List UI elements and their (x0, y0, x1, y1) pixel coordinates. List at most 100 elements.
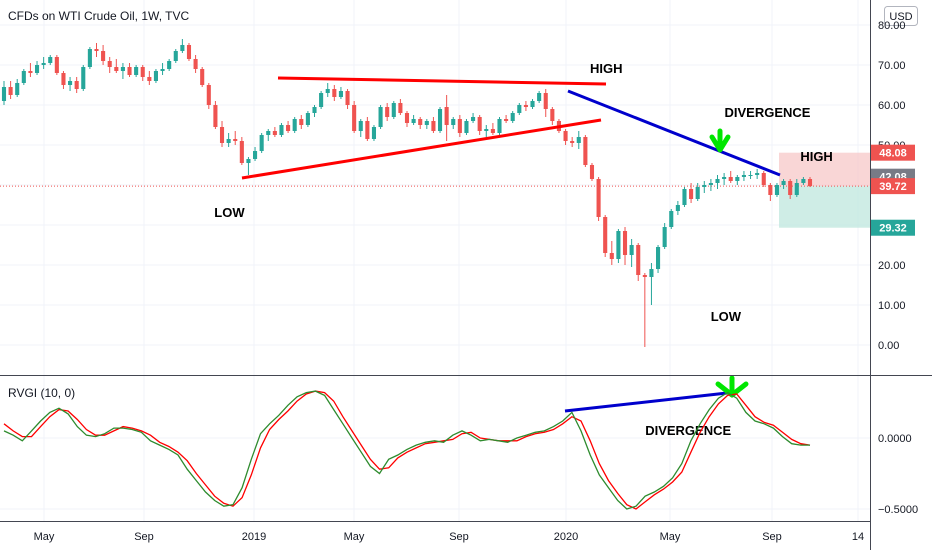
candle[interactable] (735, 175, 740, 185)
candle[interactable] (629, 239, 634, 267)
annotation-label[interactable]: LOW (711, 309, 742, 324)
candle[interactable] (451, 117, 456, 129)
candle[interactable] (490, 123, 495, 135)
candle[interactable] (689, 183, 694, 203)
candle[interactable] (398, 99, 403, 115)
rvgi-divergence-line[interactable] (564, 391, 728, 413)
candle[interactable] (114, 59, 119, 73)
candle[interactable] (153, 69, 158, 83)
candle[interactable] (239, 137, 244, 165)
candle[interactable] (702, 181, 707, 193)
time-axis[interactable]: May Sep 2019 May Sep 2020 May Sep 14 (34, 531, 865, 543)
candlestick-series[interactable] (1, 39, 813, 347)
candle[interactable] (21, 69, 26, 85)
candle[interactable] (424, 119, 429, 129)
candle[interactable] (722, 173, 727, 185)
candle[interactable] (167, 59, 172, 71)
candle[interactable] (345, 89, 350, 109)
candle[interactable] (279, 123, 284, 137)
candle[interactable] (728, 171, 733, 183)
candle[interactable] (120, 63, 125, 79)
candle[interactable] (8, 81, 13, 99)
candle[interactable] (437, 107, 443, 133)
candle[interactable] (741, 171, 746, 181)
candle[interactable] (305, 111, 310, 127)
support-trendline[interactable] (241, 118, 602, 180)
candle[interactable] (206, 83, 211, 109)
candle[interactable] (504, 115, 509, 123)
candle[interactable] (147, 71, 152, 85)
candle[interactable] (371, 125, 377, 141)
candle[interactable] (134, 65, 139, 77)
candle[interactable] (299, 115, 304, 129)
candle[interactable] (272, 127, 277, 137)
candle[interactable] (484, 125, 489, 137)
candle[interactable] (616, 229, 621, 263)
candle[interactable] (431, 117, 436, 133)
candle[interactable] (246, 157, 251, 175)
trend-drawings[interactable] (241, 76, 781, 413)
candle[interactable] (715, 175, 720, 189)
candle[interactable] (781, 179, 786, 189)
rvgi-axis[interactable]: 0.0000 −0.5000 (878, 433, 918, 516)
candle[interactable] (292, 117, 297, 133)
candle[interactable] (457, 115, 462, 137)
candle[interactable] (74, 77, 79, 93)
candle[interactable] (15, 79, 20, 97)
candle[interactable] (94, 43, 99, 57)
candle[interactable] (656, 245, 661, 273)
annotation-label[interactable]: HIGH (800, 149, 833, 164)
candle[interactable] (589, 163, 595, 181)
candle[interactable] (160, 63, 165, 75)
candle[interactable] (794, 179, 799, 197)
candle[interactable] (649, 263, 654, 305)
candle[interactable] (543, 89, 548, 117)
candle[interactable] (332, 85, 337, 101)
candle[interactable] (81, 65, 86, 91)
candle[interactable] (68, 77, 73, 91)
candle[interactable] (788, 179, 793, 199)
candle[interactable] (404, 111, 410, 127)
candle[interactable] (127, 63, 132, 77)
candle[interactable] (517, 103, 522, 115)
stop-loss-zone[interactable] (779, 152, 870, 187)
candle[interactable] (801, 177, 806, 185)
candle[interactable] (28, 63, 33, 77)
candle[interactable] (748, 171, 753, 179)
candle[interactable] (193, 55, 198, 73)
candle[interactable] (48, 55, 53, 65)
green-arrow-down-icon[interactable] (709, 128, 731, 153)
candle[interactable] (774, 183, 780, 197)
candle[interactable] (319, 91, 324, 109)
candle[interactable] (418, 117, 423, 129)
candle[interactable] (510, 111, 515, 123)
candle[interactable] (1, 81, 7, 105)
candle[interactable] (226, 133, 231, 147)
candle[interactable] (755, 169, 760, 179)
annotation-label[interactable]: DIVERGENCE (724, 105, 810, 120)
candle[interactable] (570, 137, 575, 147)
candle[interactable] (101, 45, 106, 65)
candle[interactable] (576, 131, 581, 149)
candle[interactable] (497, 117, 502, 135)
candle[interactable] (444, 95, 449, 141)
candle[interactable] (180, 39, 185, 53)
candle[interactable] (140, 65, 145, 81)
annotation-label[interactable]: DIVERGENCE (645, 423, 731, 438)
price-divergence-line[interactable] (567, 89, 781, 177)
candle[interactable] (583, 135, 588, 167)
candle[interactable] (603, 215, 608, 257)
candle[interactable] (107, 57, 112, 73)
candle[interactable] (768, 183, 773, 201)
candle[interactable] (312, 105, 317, 117)
candle[interactable] (523, 101, 528, 111)
candle[interactable] (286, 121, 291, 133)
candle[interactable] (477, 115, 482, 135)
candle[interactable] (259, 133, 264, 153)
annotation-label[interactable]: HIGH (590, 61, 623, 76)
text-annotations[interactable]: HIGH DIVERGENCE HIGH LOW LOW DIVERGENCE (214, 61, 833, 438)
candle[interactable] (200, 67, 205, 87)
candle[interactable] (233, 131, 238, 145)
annotation-label[interactable]: LOW (214, 205, 245, 220)
